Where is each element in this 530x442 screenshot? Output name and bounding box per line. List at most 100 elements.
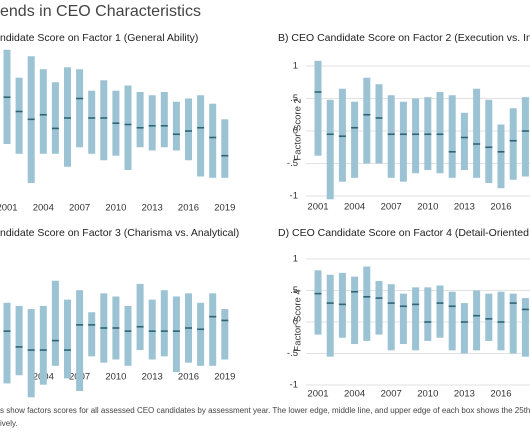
box (473, 290, 481, 351)
x-tick-label: 2013 (142, 203, 163, 214)
box (448, 95, 456, 178)
box (209, 293, 217, 366)
x-tick-label: 2004 (33, 203, 54, 214)
box (326, 274, 334, 357)
box (88, 90, 96, 154)
box (197, 302, 205, 366)
box (64, 299, 71, 379)
y-tick-label: -1 (290, 380, 298, 391)
box (509, 293, 517, 354)
box (363, 266, 371, 341)
box (387, 284, 395, 351)
box (509, 108, 517, 180)
y-tick-label: .5 (290, 285, 298, 296)
box (88, 312, 96, 357)
panel-title: ndidate Score on Factor 1 (General Abili… (0, 32, 198, 44)
box (39, 305, 47, 385)
box (100, 80, 108, 161)
box (399, 101, 407, 182)
box (27, 309, 35, 398)
x-tick-label: 2016 (178, 203, 199, 214)
box (148, 95, 156, 151)
box (15, 77, 23, 154)
x-tick-label: 2010 (417, 389, 438, 400)
x-tick-label: 2010 (105, 203, 126, 214)
box (185, 98, 192, 161)
x-tick-label: 2013 (142, 372, 163, 383)
box (64, 67, 71, 167)
box (76, 290, 84, 391)
y-tick-label: .5 (290, 93, 298, 104)
box (460, 303, 468, 354)
x-tick-label: 2019 (214, 203, 235, 214)
box (326, 99, 334, 200)
box (172, 101, 180, 151)
x-tick-label: 2010 (105, 372, 126, 383)
box (497, 291, 505, 351)
y-tick-label: 0 (293, 317, 298, 328)
box (148, 299, 156, 360)
box (436, 92, 444, 174)
y-tick-label: -1 (290, 191, 298, 202)
box (448, 291, 456, 351)
x-tick-label: 2016 (178, 372, 199, 383)
x-tick-label: 2004 (344, 202, 365, 213)
box (351, 101, 359, 178)
footnote: s show factors scores for all assessed C… (0, 406, 530, 415)
box (160, 290, 168, 357)
y-axis-label: Factor Score 4 (293, 289, 304, 351)
x-tick-label: 2001 (307, 202, 328, 213)
x-tick-label: 2010 (417, 202, 438, 213)
box (15, 305, 23, 376)
box (424, 287, 432, 341)
box (375, 84, 383, 164)
box (351, 276, 359, 345)
y-tick-label: 1 (293, 254, 298, 265)
box (485, 293, 493, 341)
box (124, 305, 132, 366)
box (363, 77, 371, 164)
x-tick-label: 2001 (307, 389, 328, 400)
page-title: ends in CEO Characteristics (0, 3, 201, 20)
box (221, 119, 229, 178)
x-tick-label: 2016 (490, 389, 511, 400)
box (76, 69, 84, 148)
footnote: ively. (0, 419, 18, 428)
x-tick-label: 2013 (454, 202, 475, 213)
box (497, 124, 505, 189)
box (338, 272, 346, 338)
box (399, 293, 407, 345)
box (124, 85, 132, 170)
box (3, 302, 11, 384)
x-tick-label: 2007 (381, 389, 402, 400)
panel-title: B) CEO Candidate Score on Factor 2 (Exec… (278, 32, 530, 44)
y-tick-label: -.5 (287, 158, 298, 169)
box (136, 283, 144, 351)
box (375, 281, 383, 335)
x-tick-label: 2016 (490, 202, 511, 213)
box (436, 285, 444, 338)
box (51, 82, 59, 154)
box (338, 88, 346, 182)
box (387, 95, 395, 178)
x-tick-label: 2007 (69, 203, 90, 214)
box (314, 60, 322, 156)
y-tick-label: 0 (293, 126, 298, 137)
x-tick-label: 2013 (454, 389, 475, 400)
box (221, 309, 229, 360)
panel-title: ndidate Score on Factor 3 (Charisma vs. … (0, 227, 239, 239)
box (51, 280, 59, 366)
box (485, 99, 493, 183)
box (473, 88, 481, 178)
box (197, 95, 205, 177)
x-tick-label: 2007 (381, 202, 402, 213)
box (412, 287, 420, 351)
box (160, 92, 168, 148)
y-tick-label: -.5 (287, 348, 298, 359)
box (39, 69, 47, 154)
box (521, 298, 529, 357)
panel-title: D) CEO Candidate Score on Factor 4 (Deta… (278, 227, 530, 239)
box (136, 92, 144, 148)
x-tick-label: 2004 (344, 389, 365, 400)
